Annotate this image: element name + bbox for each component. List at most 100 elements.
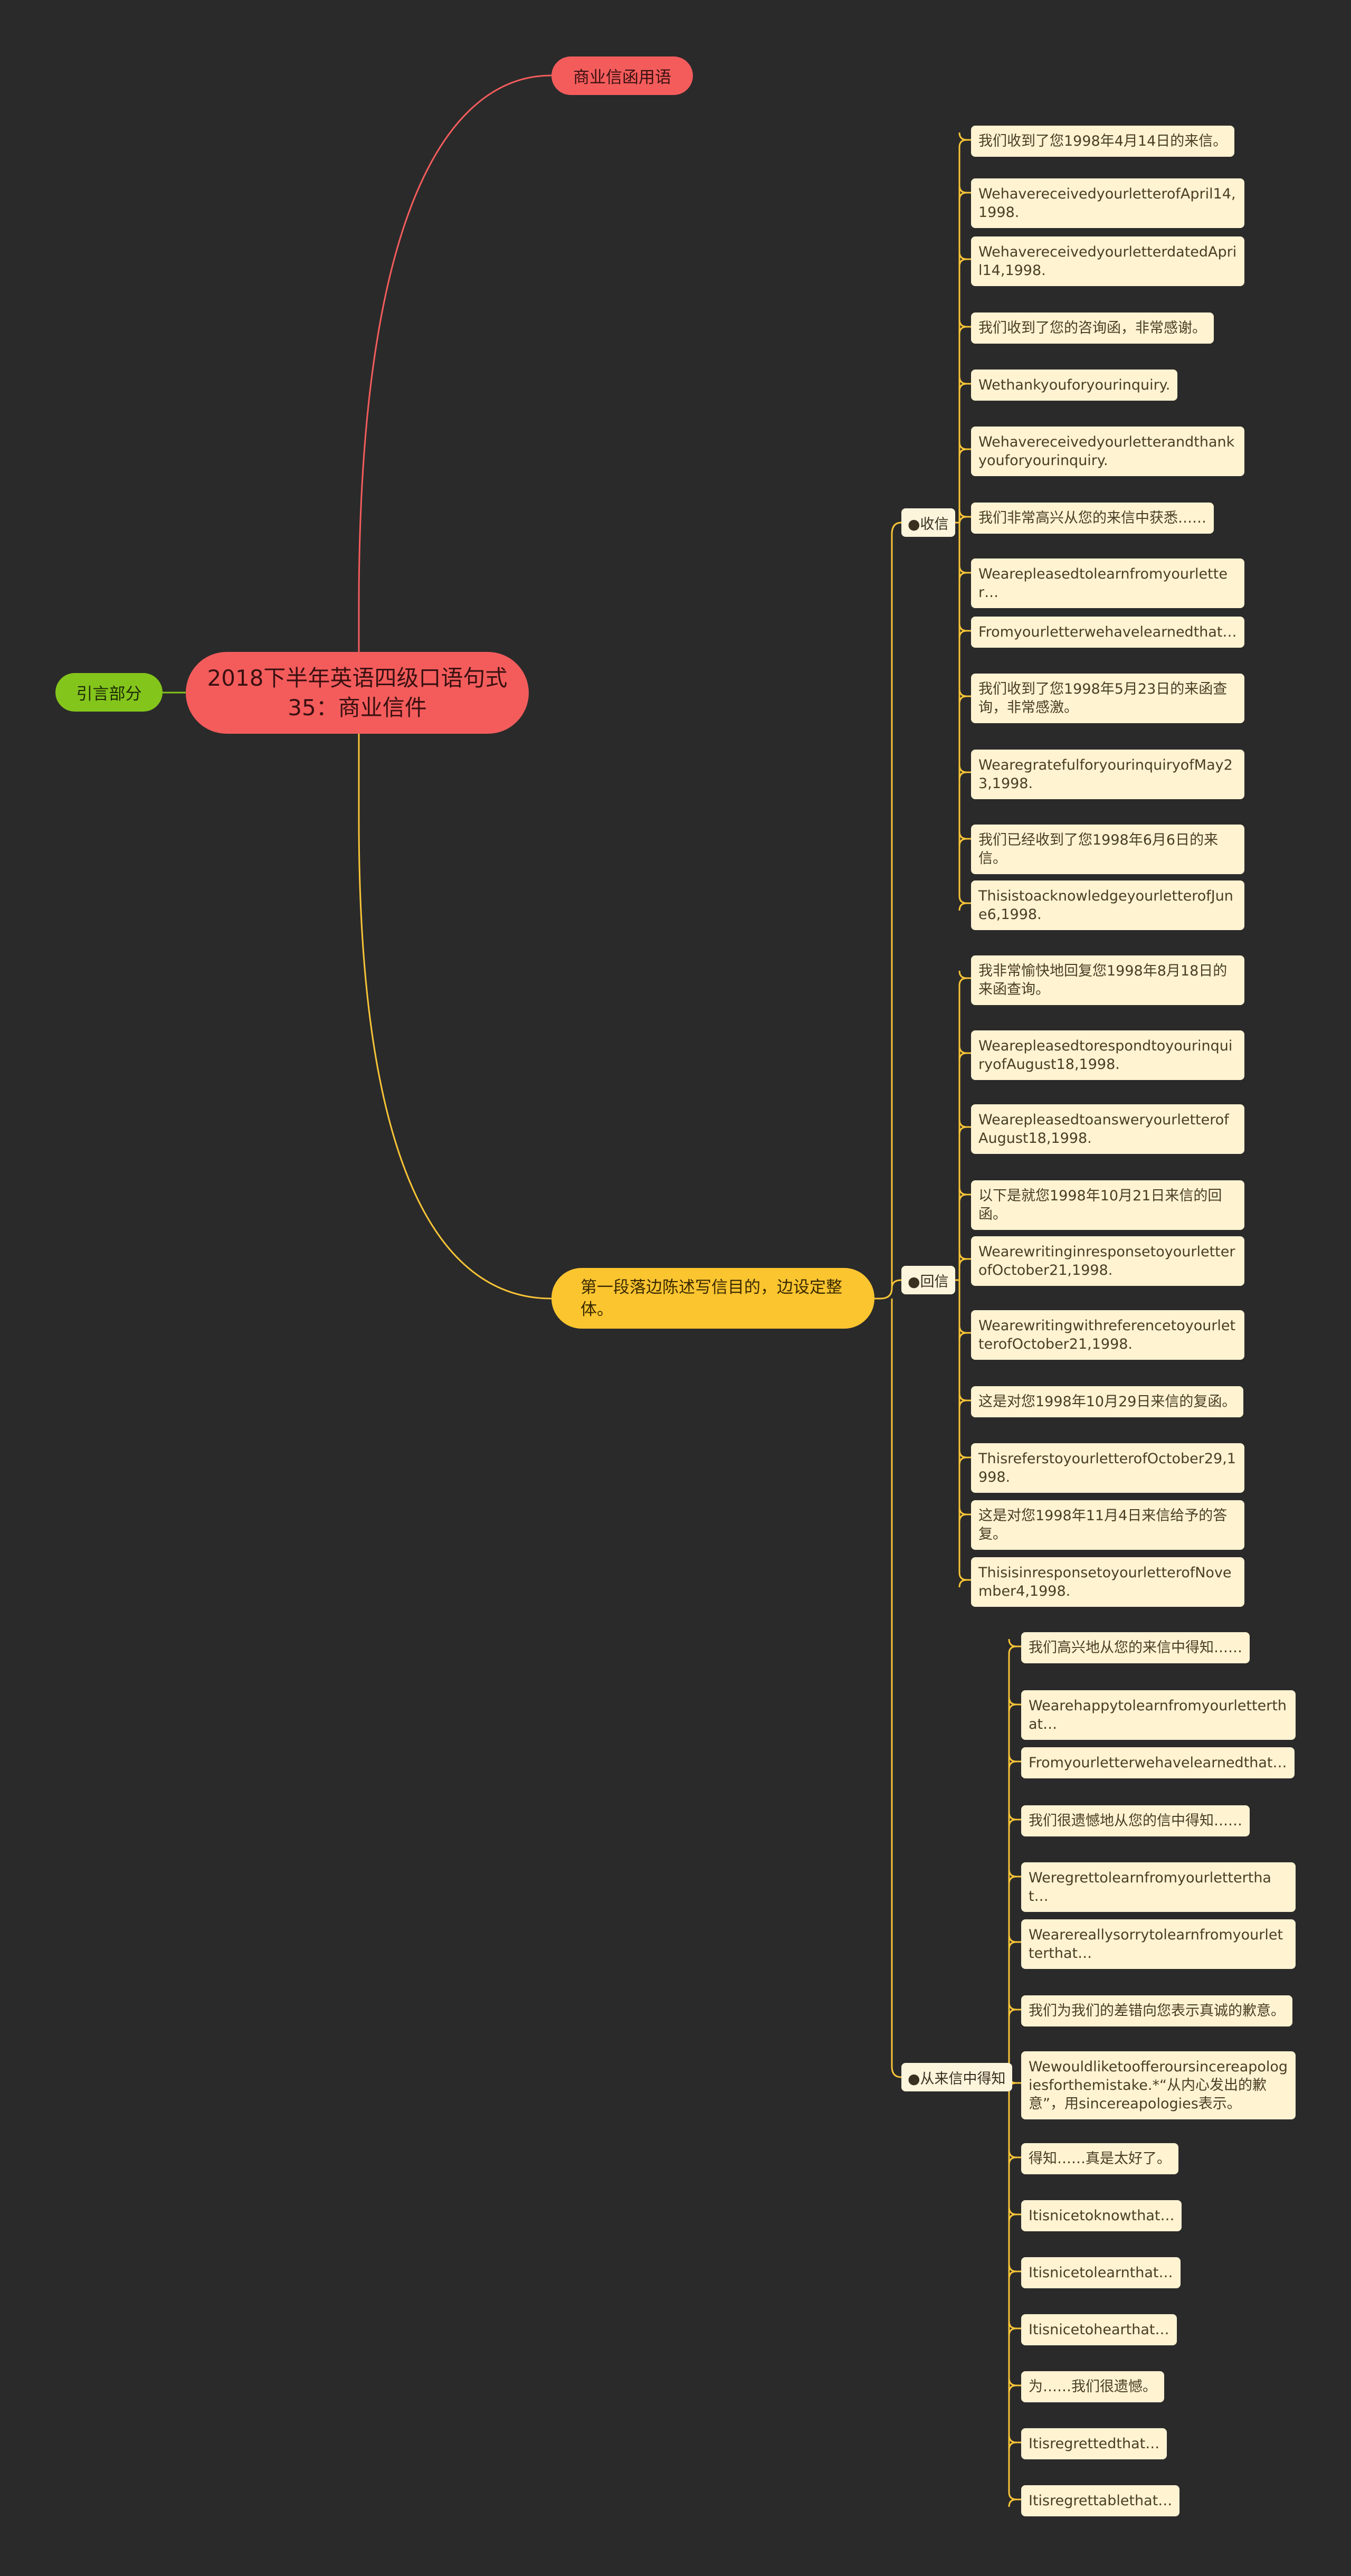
leaf-connector: [958, 185, 971, 201]
leaf-learn[interactable]: Itisregrettablethat…: [1021, 2485, 1180, 2516]
leaf-reply[interactable]: ThisisinresponsetoyourletterofNovember4,…: [971, 1557, 1244, 1607]
leaf-learn[interactable]: 我们很遗憾地从您的信中得知……: [1021, 1805, 1250, 1836]
leaf-reply[interactable]: ThisreferstoyourletterofOctober29,1998.: [971, 1443, 1244, 1493]
leaf-label: WehavereceivedyourletterdatedApril14,199…: [978, 244, 1237, 279]
leaf-connector: [958, 1119, 971, 1135]
leaf-learn[interactable]: 我们为我们的差错向您表示真诚的歉意。: [1021, 1995, 1292, 2026]
leaf-connector: [958, 251, 971, 267]
leaf-label: 得知……真是太好了。: [1029, 2151, 1171, 2167]
leaf-label: Itisnicetoknowthat…: [1029, 2208, 1175, 2224]
leaf-connector: [958, 764, 971, 780]
root-topic-label: 2018下半年英语四级口语句式35：商业信件: [207, 665, 508, 721]
leaf-label: ThisisinresponsetoyourletterofNovember4,…: [978, 1565, 1232, 1599]
leaf-connector: [958, 623, 971, 639]
leaf-connector: [958, 1251, 971, 1267]
leaf-receive[interactable]: 我们收到了您的咨询函，非常感谢。: [971, 312, 1214, 344]
leaf-connector: [958, 509, 971, 525]
leaf-label: Wewouldliketoofferoursincereapologiesfor…: [1029, 2059, 1288, 2112]
leaf-connector: [1008, 2264, 1021, 2279]
business-phrases-label: 商业信函用语: [573, 68, 671, 87]
leaf-learn[interactable]: 得知……真是太好了。: [1021, 2143, 1178, 2174]
leaf-connector: [958, 319, 971, 335]
leaf-connector: [958, 1507, 971, 1522]
leaf-learn[interactable]: Wearehappytolearnfromyourletterthat…: [1021, 1690, 1296, 1740]
leaf-reply[interactable]: 我非常愉快地回复您1998年8月18日的来函查询。: [971, 955, 1244, 1005]
leaf-learn[interactable]: Itisnicetolearnthat…: [1021, 2257, 1181, 2288]
leaf-receive[interactable]: 我们非常高兴从您的来信中获悉……: [971, 503, 1214, 534]
leaf-label: 我非常愉快地回复您1998年8月18日的来函查询。: [978, 963, 1228, 998]
leaf-label: 我们高兴地从您的来信中得知……: [1029, 1640, 1242, 1656]
leaf-label: WehavereceivedyourletterofApril14,1998.: [978, 186, 1236, 221]
leaf-reply[interactable]: 以下是就您1998年10月21日来信的回函。: [971, 1180, 1244, 1230]
leaf-learn[interactable]: Itisnicetoknowthat…: [1021, 2200, 1182, 2231]
leaf-learn[interactable]: Weregrettolearnfromyourletterthat…: [1021, 1862, 1296, 1912]
leaf-learn[interactable]: Fromyourletterwehavelearnedthat…: [1021, 1747, 1295, 1778]
business-connector: [358, 74, 552, 693]
leaf-connector: [958, 1393, 971, 1408]
leaf-receive[interactable]: Wehavereceivedyourletterandthankyouforyo…: [971, 427, 1244, 476]
intro-node[interactable]: 引言部分: [55, 673, 163, 712]
leaf-connector: [1008, 2435, 1021, 2450]
leaf-connector: [958, 970, 971, 986]
leaf-label: Fromyourletterwehavelearnedthat…: [1029, 1755, 1287, 1771]
leaf-label: Wethankyouforyourinquiry.: [978, 377, 1171, 393]
category-label: ●回信: [908, 1273, 949, 1290]
leaf-label: Weregrettolearnfromyourletterthat…: [1029, 1870, 1271, 1905]
leaf-learn[interactable]: 我们高兴地从您的来信中得知……: [1021, 1632, 1250, 1663]
first-paragraph-node[interactable]: 第一段落边陈述写信目的，边设定整体。: [551, 1268, 874, 1329]
leaf-label: 我们为我们的差错向您表示真诚的歉意。: [1029, 2003, 1285, 2019]
leaf-label: 为……我们很遗憾。: [1029, 2379, 1157, 2395]
leaf-label: 这是对您1998年11月4日来信给予的答复。: [978, 1508, 1228, 1542]
leaf-label: Itisregrettedthat…: [1029, 2436, 1160, 2452]
leaf-learn[interactable]: 为……我们很遗憾。: [1021, 2371, 1164, 2402]
leaf-connector: [958, 1187, 971, 1202]
leaf-label: Itisregrettablethat…: [1029, 2493, 1173, 2509]
category-learn[interactable]: ●从来信中得知: [901, 2063, 1012, 2091]
leaf-receive[interactable]: 我们已经收到了您1998年6月6日的来信。: [971, 825, 1244, 874]
leaf-learn[interactable]: Itisnicetohearthat…: [1021, 2314, 1177, 2345]
leaf-label: Wearereallysorrytolearnfromyourlettertha…: [1029, 1927, 1283, 1962]
leaf-receive[interactable]: Fromyourletterwehavelearnedthat…: [971, 617, 1244, 648]
category-reply[interactable]: ●回信: [901, 1266, 955, 1294]
leaf-label: Wearepleasedtolearnfromyourletter…: [978, 566, 1228, 601]
leaf-connector: [1008, 1639, 1021, 1654]
leaf-reply[interactable]: 这是对您1998年10月29日来信的复函。: [971, 1386, 1244, 1417]
leaf-receive[interactable]: 我们收到了您1998年5月23日的来函查询，非常感激。: [971, 674, 1244, 723]
leaf-receive[interactable]: WehavereceivedyourletterofApril14,1998.: [971, 178, 1244, 228]
category-receive[interactable]: ●收信: [901, 508, 955, 537]
leaf-label: WearepleasedtorespondtoyourinquiryofAugu…: [978, 1038, 1233, 1073]
leaf-receive[interactable]: WehavereceivedyourletterdatedApril14,199…: [971, 236, 1244, 286]
paragraph-connector: [358, 693, 552, 1300]
leaf-receive[interactable]: 我们收到了您1998年4月14日的来信。: [971, 126, 1235, 157]
leaf-reply[interactable]: WearepleasedtoansweryourletterofAugust18…: [971, 1104, 1244, 1154]
leaf-connector: [1008, 1869, 1021, 1884]
category-label: ●收信: [908, 516, 949, 533]
paragraph-to-categories-connector: [874, 522, 902, 2078]
leaf-connector: [1008, 2378, 1021, 2393]
leaf-label: WearewritinginresponsetoyourletterofOcto…: [978, 1244, 1235, 1278]
leaf-connector: [958, 1572, 971, 1588]
leaf-learn[interactable]: Wewouldliketoofferoursincereapologiesfor…: [1021, 2051, 1296, 2119]
leaf-connector: [1008, 2206, 1021, 2222]
business-phrases-node[interactable]: 商业信函用语: [551, 56, 693, 95]
leaf-reply[interactable]: WearewritinginresponsetoyourletterofOcto…: [971, 1236, 1244, 1286]
leaf-learn[interactable]: Itisregrettedthat…: [1021, 2428, 1167, 2459]
leaf-reply[interactable]: 这是对您1998年11月4日来信给予的答复。: [971, 1500, 1244, 1550]
leaf-label: 我们收到了您1998年5月23日的来函查询，非常感激。: [978, 681, 1228, 716]
leaf-label: Itisnicetolearnthat…: [1029, 2265, 1173, 2281]
leaf-receive[interactable]: Wearepleasedtolearnfromyourletter…: [971, 558, 1244, 608]
leaf-connector: [1008, 1754, 1021, 1769]
leaf-label: 我们已经收到了您1998年6月6日的来信。: [978, 832, 1219, 867]
leaf-receive[interactable]: ThisistoacknowledgeyourletterofJune6,199…: [971, 880, 1244, 930]
leaf-connector: [958, 132, 971, 148]
leaf-receive[interactable]: Wethankyouforyourinquiry.: [971, 370, 1178, 401]
leaf-label: 这是对您1998年10月29日来信的复函。: [978, 1394, 1236, 1410]
leaf-reply[interactable]: WearewritingwithreferencetoyourletterofO…: [971, 1310, 1244, 1360]
leaf-receive[interactable]: WearegratefulforyourinquiryofMay23,1998.: [971, 750, 1244, 799]
leaf-label: Itisnicetohearthat…: [1029, 2322, 1169, 2338]
root-topic[interactable]: 2018下半年英语四级口语句式35：商业信件: [186, 652, 529, 734]
leaf-connector: [1008, 2002, 1021, 2018]
leaf-reply[interactable]: WearepleasedtorespondtoyourinquiryofAugu…: [971, 1030, 1244, 1080]
leaf-learn[interactable]: Wearereallysorrytolearnfromyourlettertha…: [1021, 1919, 1296, 1969]
leaf-label: ThisreferstoyourletterofOctober29,1998.: [978, 1451, 1236, 1485]
